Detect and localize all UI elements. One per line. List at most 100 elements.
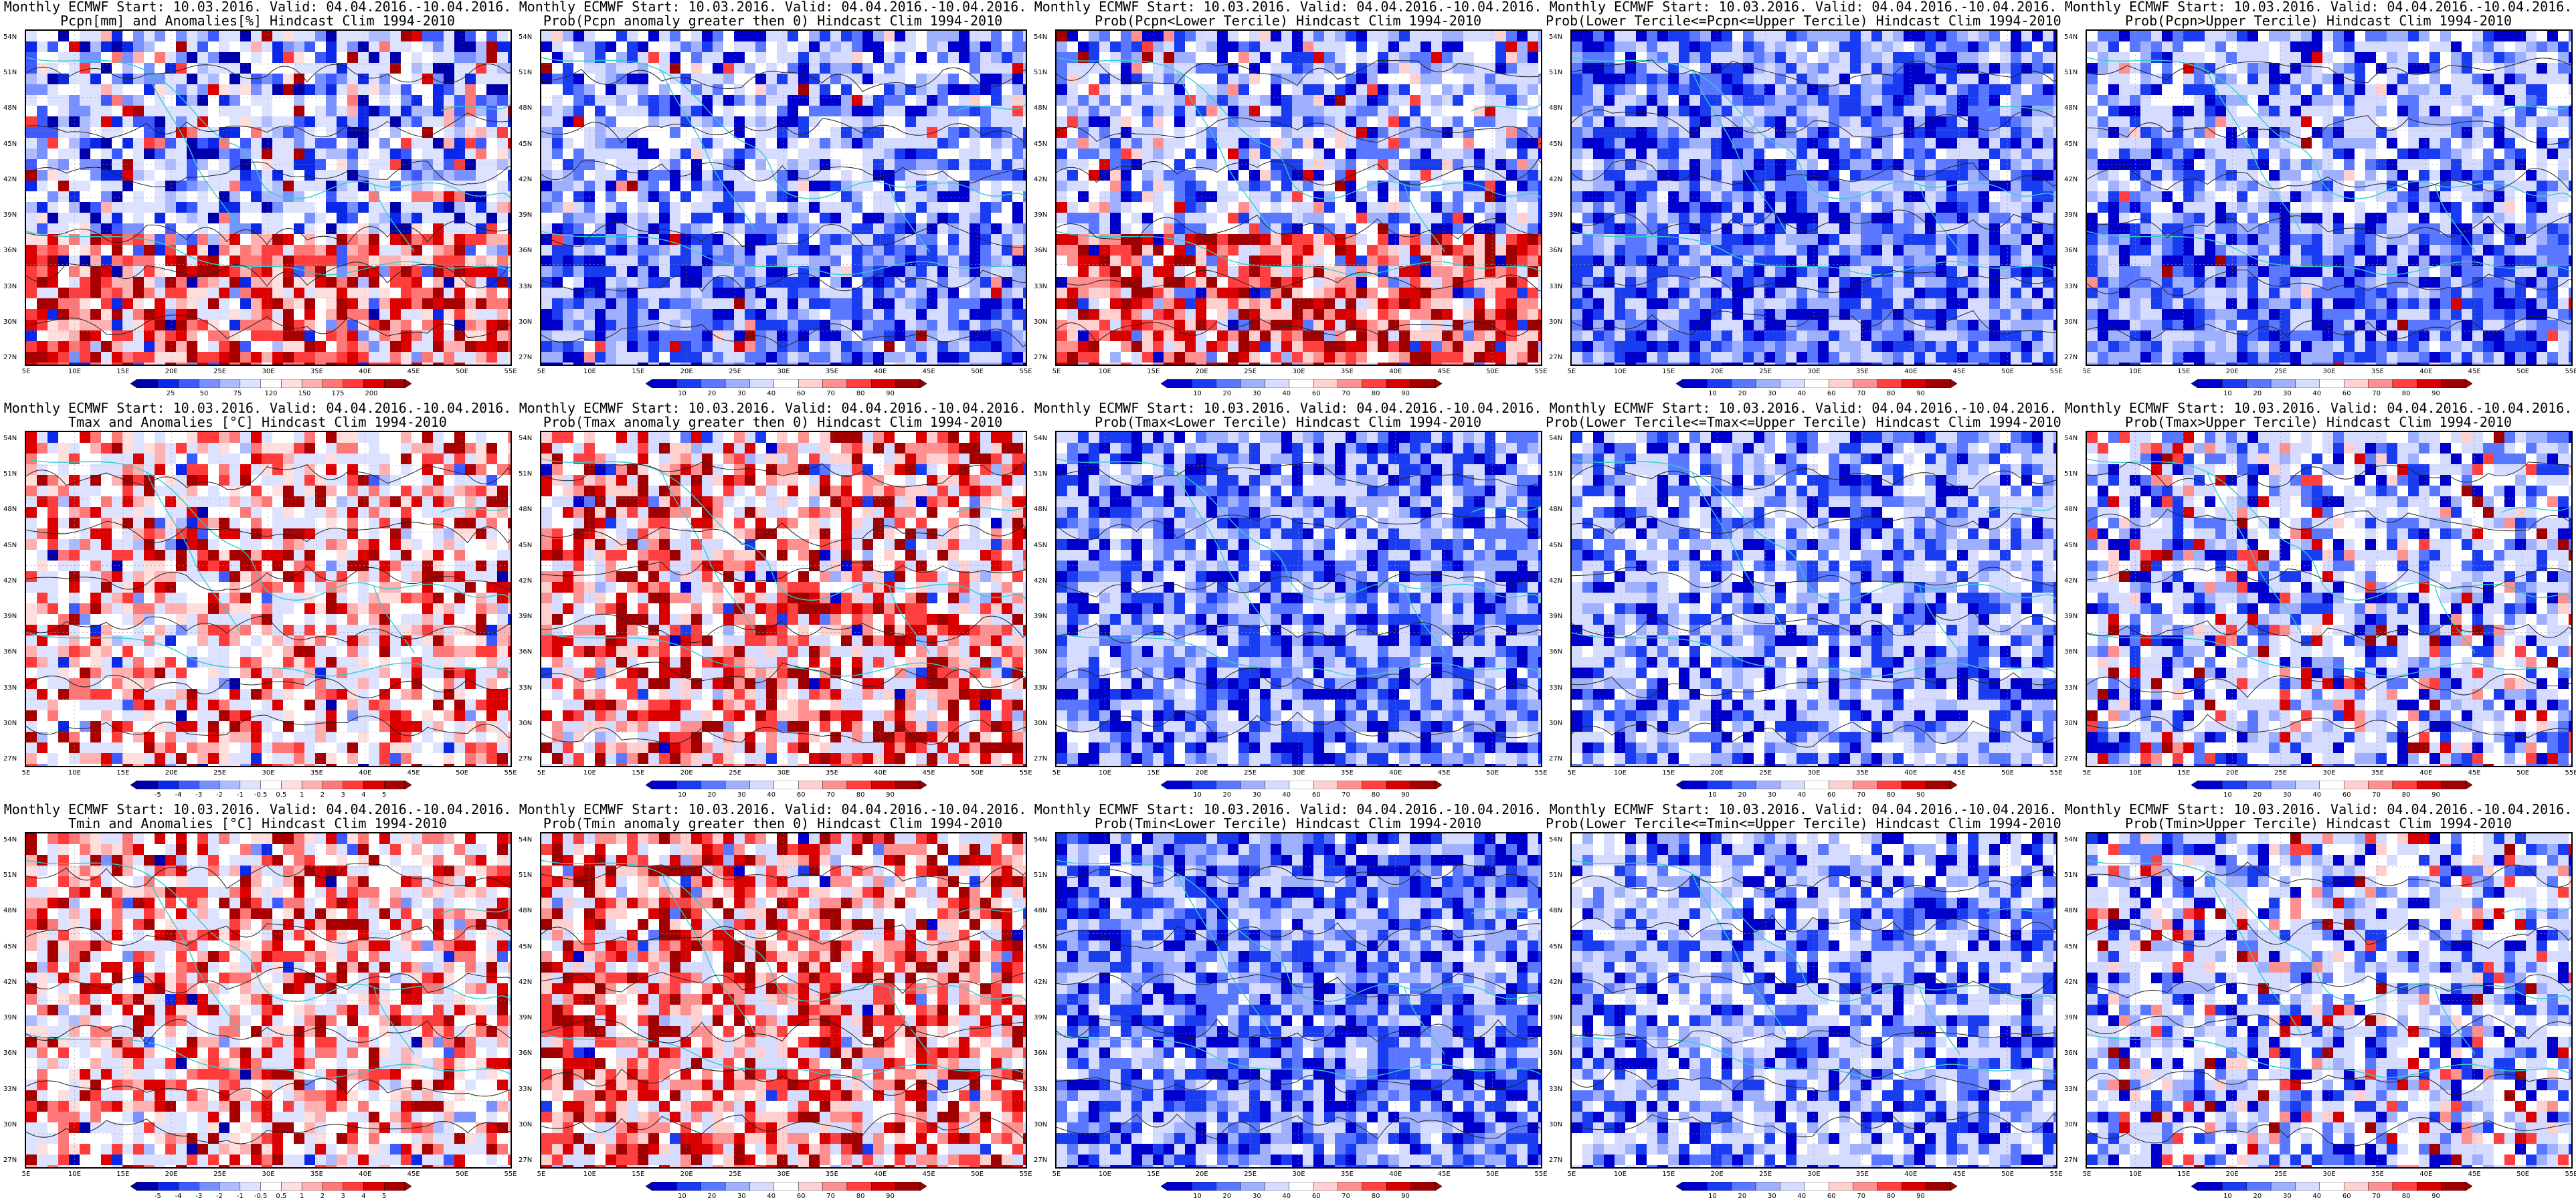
colorbar-tick-label: 40 bbox=[767, 390, 775, 397]
coastline-1 bbox=[1572, 1033, 2056, 1078]
colorbar-tick-label: 40 bbox=[767, 791, 775, 799]
coastline-4 bbox=[2501, 505, 2571, 513]
contour-line-3 bbox=[541, 613, 1026, 643]
coastline-2 bbox=[146, 873, 241, 1035]
panel-title-line2: Prob(Tmax>Upper Tercile) Hindcast Clim 1… bbox=[2061, 415, 2576, 429]
lat-label: 48N bbox=[519, 506, 532, 513]
colorbar-tick-label: 60 bbox=[2342, 1193, 2351, 1200]
coastline-3 bbox=[1404, 585, 1445, 654]
colorbar-tick-label: -3 bbox=[195, 791, 202, 799]
lat-label: 30N bbox=[3, 720, 17, 727]
lat-label: 42N bbox=[1549, 176, 1562, 183]
lon-label: 30E bbox=[1807, 769, 1820, 777]
colorbar-tick-label: 1 bbox=[300, 1193, 304, 1200]
contour-line-0 bbox=[1572, 870, 2056, 895]
panel-title-line2: Pcpn[mm] and Anomalies[%] Hindcast Clim … bbox=[0, 14, 515, 28]
coastline-1 bbox=[541, 231, 1026, 276]
map-area bbox=[1055, 832, 1542, 1169]
lat-label: 39N bbox=[2064, 211, 2078, 219]
lon-label: 20E bbox=[1711, 368, 1724, 375]
lat-label: 33N bbox=[3, 283, 17, 290]
lon-label: 35E bbox=[310, 1171, 323, 1178]
coastline-1 bbox=[26, 1033, 511, 1078]
lat-label: 42N bbox=[1549, 979, 1562, 986]
map-area bbox=[1570, 431, 2057, 767]
contour-line-4 bbox=[26, 1078, 511, 1100]
lon-label: 25E bbox=[2274, 1171, 2287, 1178]
lon-label: 5E bbox=[1568, 368, 1576, 375]
colorbar-tick-label: 200 bbox=[365, 390, 377, 397]
colorbar-tick-label: 30 bbox=[2283, 1193, 2292, 1200]
lon-label: 30E bbox=[777, 1171, 790, 1178]
panel-title-line2: Prob(Tmin>Upper Tercile) Hindcast Clim 1… bbox=[2061, 817, 2576, 831]
colorbar-tick-label: 120 bbox=[264, 390, 277, 397]
colorbar-tick-label: 70 bbox=[1342, 791, 1350, 799]
lon-label: 30E bbox=[262, 769, 274, 777]
lon-label: 10E bbox=[1614, 1171, 1627, 1178]
lon-label: 15E bbox=[632, 1171, 644, 1178]
lon-label: 40E bbox=[1389, 368, 1402, 375]
contour-line-3 bbox=[1056, 622, 1541, 645]
lat-label: 51N bbox=[519, 470, 532, 478]
colorbar-tick-label: 70 bbox=[1342, 1193, 1350, 1200]
lon-label: 50E bbox=[971, 1171, 984, 1178]
lon-label: 5E bbox=[22, 368, 31, 375]
lon-label: 50E bbox=[2516, 1171, 2529, 1178]
coastline-2 bbox=[661, 472, 756, 633]
lon-label: 25E bbox=[1759, 368, 1772, 375]
lat-label: 27N bbox=[1034, 1157, 1047, 1164]
coastline-3 bbox=[1404, 987, 1445, 1055]
lon-label: 30E bbox=[1807, 368, 1820, 375]
colorbar-tick-label: 20 bbox=[1223, 1193, 1232, 1200]
lat-label: 27N bbox=[1549, 1157, 1562, 1164]
panel-title-line1: Monthly ECMWF Start: 10.03.2016. Valid: … bbox=[0, 803, 515, 817]
contour-line-5 bbox=[1056, 316, 1541, 343]
lon-label: 55E bbox=[1534, 1171, 1547, 1178]
contour-line-0 bbox=[1056, 462, 1541, 488]
coastline-0 bbox=[1056, 458, 1541, 601]
coastline-4 bbox=[955, 505, 1026, 513]
lon-label: 20E bbox=[680, 769, 693, 777]
lat-label: 45N bbox=[519, 140, 532, 148]
lon-label: 10E bbox=[1099, 368, 1111, 375]
lon-label: 10E bbox=[68, 769, 81, 777]
map-panel-tmin-0: Monthly ECMWF Start: 10.03.2016. Valid: … bbox=[0, 803, 517, 1204]
lon-label: 50E bbox=[456, 769, 468, 777]
lat-label: 39N bbox=[1549, 613, 1562, 620]
lon-label: 15E bbox=[1662, 368, 1675, 375]
map-field bbox=[1056, 833, 1541, 1167]
lat-label: 54N bbox=[1034, 435, 1047, 442]
colorbar-tick-label: 30 bbox=[1768, 390, 1776, 397]
coastline-0 bbox=[2087, 458, 2571, 601]
colorbar-tick-label: 0.5 bbox=[276, 791, 286, 799]
lat-label: 54N bbox=[3, 33, 17, 41]
contour-line-4 bbox=[2087, 674, 2571, 698]
lat-label: 33N bbox=[1549, 684, 1562, 692]
lat-label: 54N bbox=[1549, 435, 1562, 442]
lat-label: 45N bbox=[2064, 943, 2078, 950]
colorbar-tick-label: 80 bbox=[1887, 390, 1896, 397]
colorbar-tick-label: 90 bbox=[886, 390, 895, 397]
colorbar-tick-label: -5 bbox=[155, 791, 161, 799]
coastline-3 bbox=[373, 987, 415, 1055]
lon-label: 25E bbox=[729, 368, 741, 375]
lon-label: 15E bbox=[1662, 769, 1675, 777]
coastline-1 bbox=[26, 632, 511, 677]
colorbar-tick-label: 80 bbox=[1887, 1193, 1896, 1200]
colorbar-tick-label: 80 bbox=[2402, 1193, 2411, 1200]
contour-line-5 bbox=[1056, 711, 1541, 738]
contour-line-4 bbox=[1056, 270, 1541, 292]
contour-line-1 bbox=[541, 522, 1026, 547]
lat-label: 30N bbox=[2064, 1121, 2078, 1128]
lat-label: 51N bbox=[1034, 470, 1047, 478]
lon-label: 25E bbox=[1244, 368, 1257, 375]
contour-line-0 bbox=[1056, 60, 1541, 86]
lat-label: 27N bbox=[519, 755, 532, 763]
contour-line-4 bbox=[541, 1067, 1026, 1096]
lon-label: 30E bbox=[262, 1171, 274, 1178]
lat-label: 54N bbox=[3, 435, 17, 442]
colorbar-tick-label: 20 bbox=[1738, 390, 1747, 397]
map-field bbox=[541, 833, 1026, 1167]
lat-label: 45N bbox=[1549, 542, 1562, 549]
colorbar-tick-label: 80 bbox=[856, 390, 865, 397]
